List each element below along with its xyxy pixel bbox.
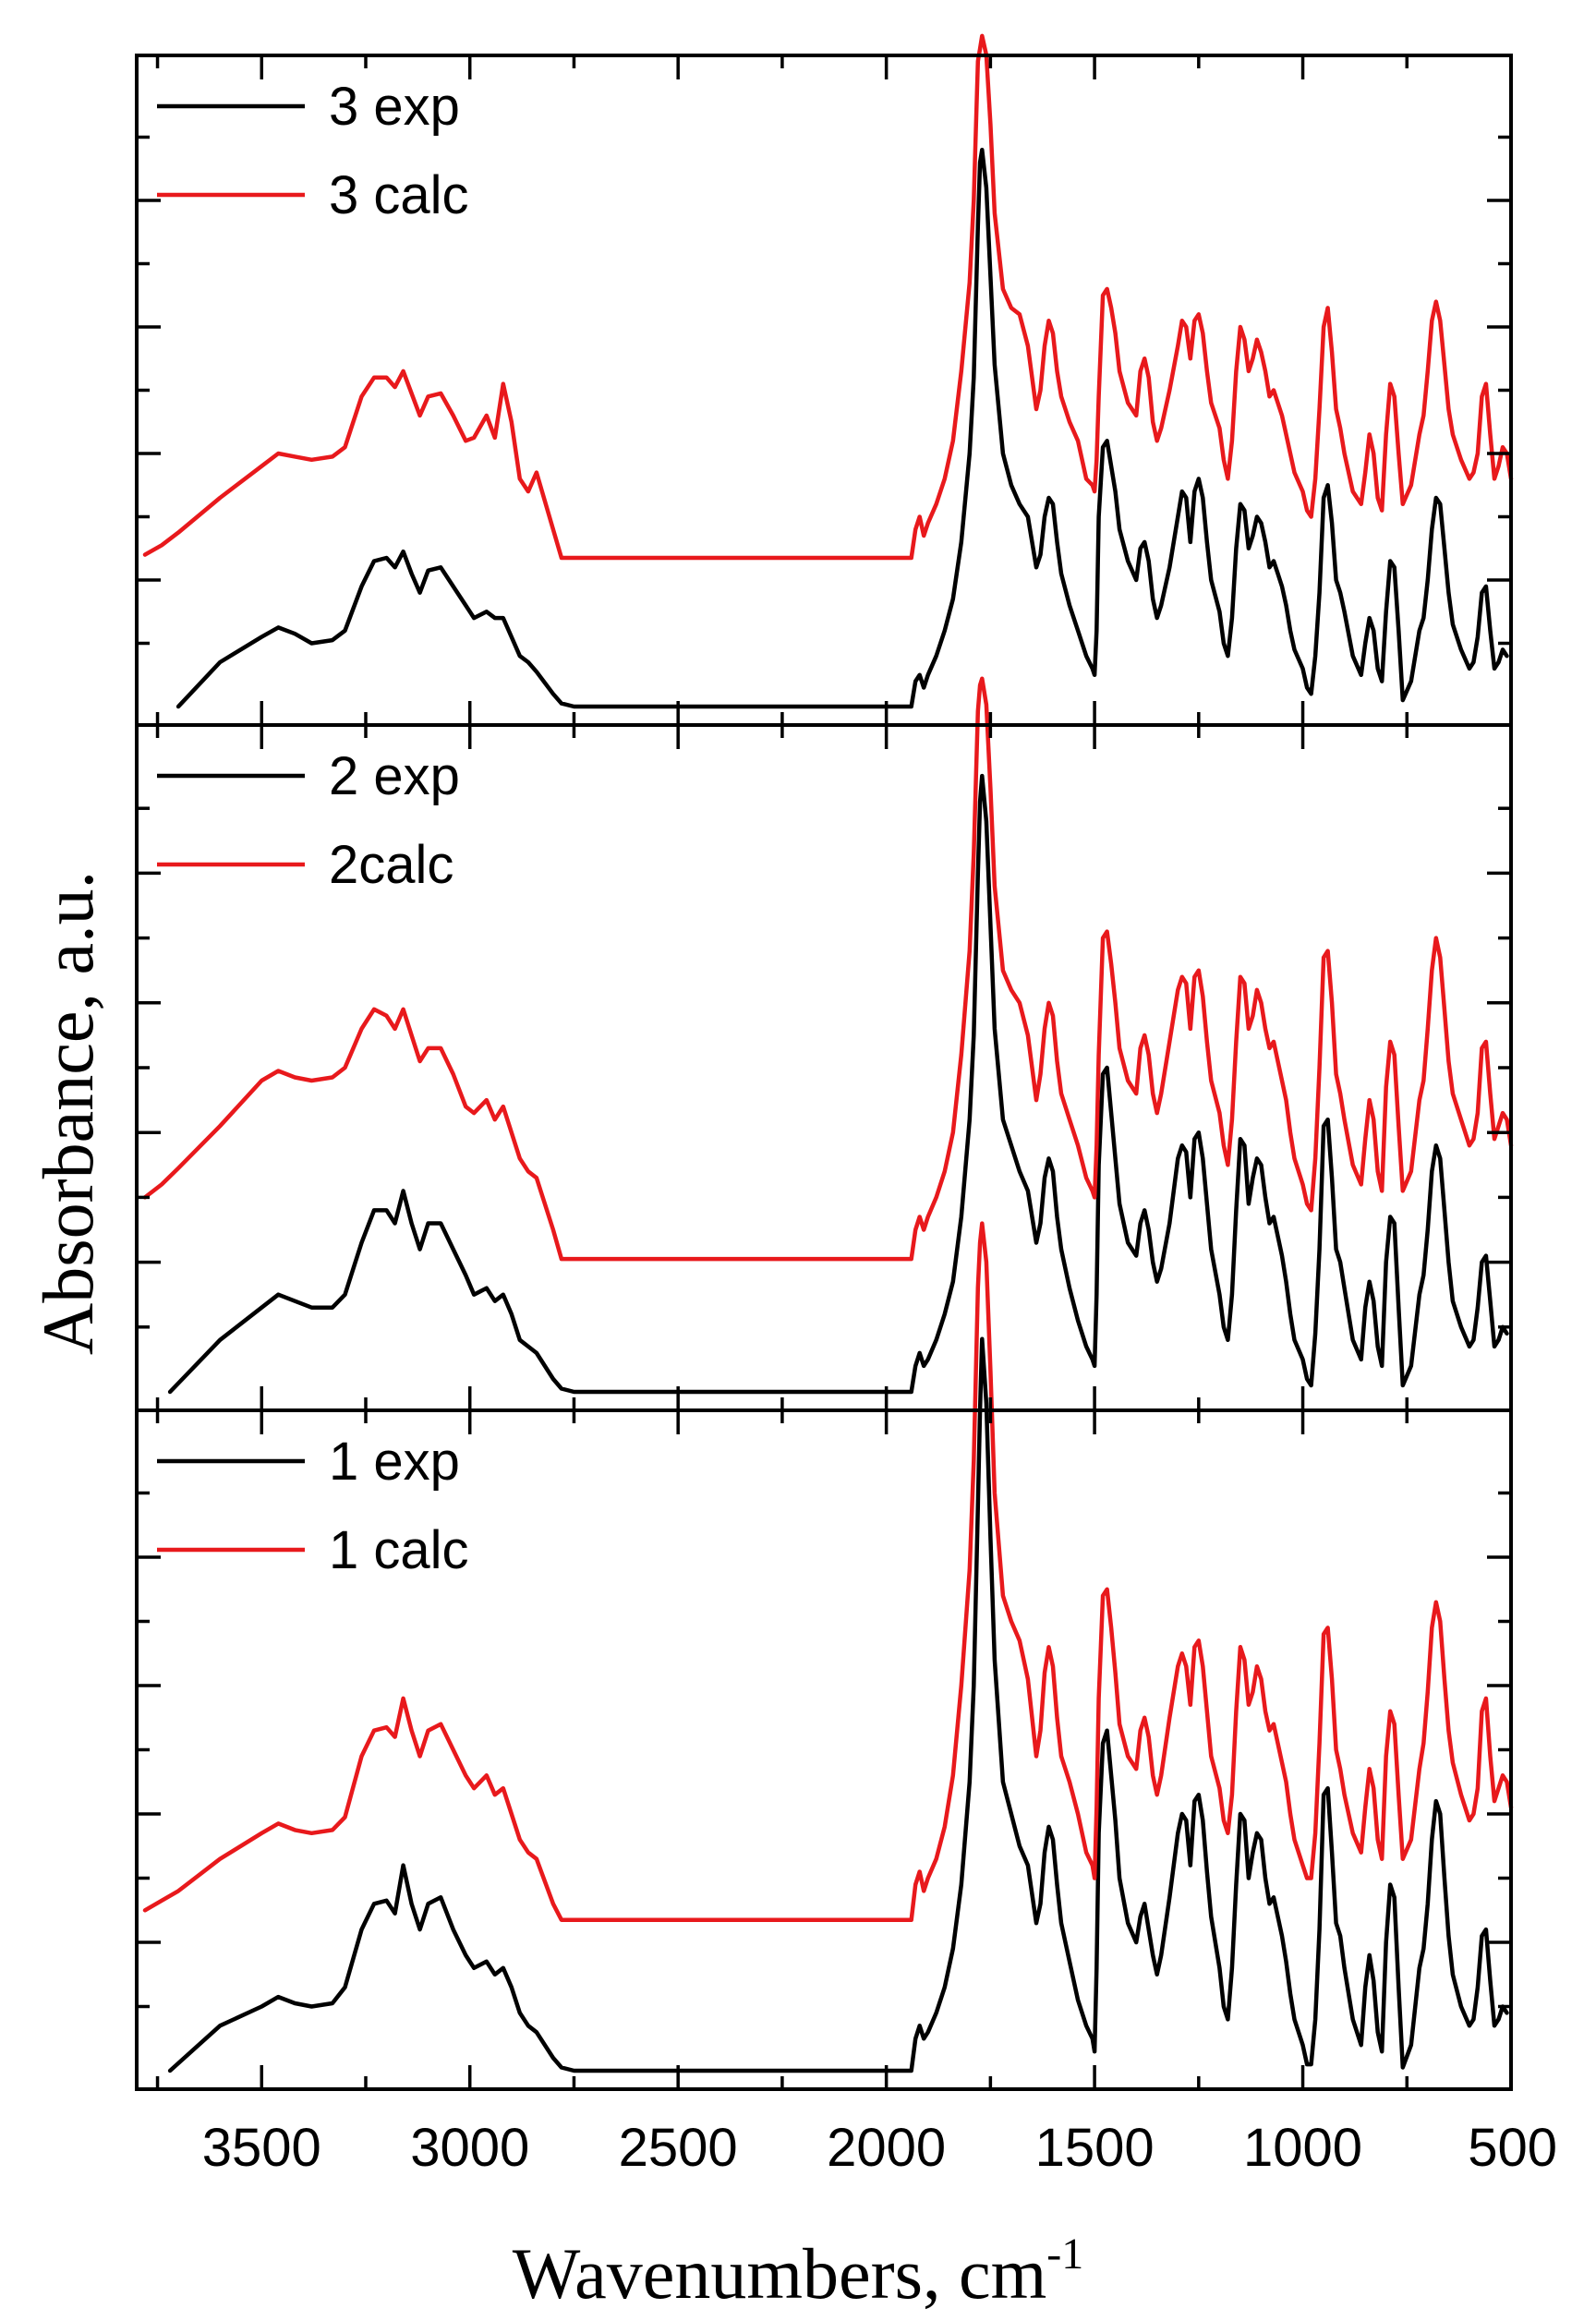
x-axis-title: Wavenumbers, cm: [513, 2233, 1047, 2314]
x-tick-label: 2500: [619, 2118, 738, 2178]
legend-panel-2: 2 exp 2calc: [157, 746, 460, 895]
series-line-1-exp: [167, 1336, 1509, 2073]
x-tick-label: 3500: [202, 2118, 321, 2178]
x-tick-label: 1000: [1243, 2118, 1362, 2178]
legend-label: 1 exp: [329, 1432, 460, 1492]
legend-panel-1: 1 exp 1 calc: [157, 1432, 469, 1580]
legend-label: 3 calc: [329, 165, 469, 225]
series-line-1-calc: [142, 1221, 1514, 1922]
legend-label: 3 exp: [329, 77, 460, 137]
series-line-2calc: [142, 676, 1514, 1262]
x-tick-label: 2000: [827, 2118, 946, 2178]
legend-label: 2 exp: [329, 746, 460, 806]
panel-1: 1 exp 1 calc: [135, 1221, 1514, 2091]
x-tick-label: 3000: [410, 2118, 529, 2178]
legend-label: 1 calc: [329, 1520, 469, 1580]
x-tick-label: 500: [1468, 2118, 1557, 2178]
panel-frame: [135, 54, 1513, 727]
panel-2: 2 exp 2calc: [135, 676, 1514, 1412]
series-line-2-exp: [167, 773, 1509, 1395]
panel-3: 3 exp 3 calc: [135, 33, 1514, 727]
series-line-3-exp: [175, 147, 1509, 709]
series-line-3-calc: [142, 33, 1514, 561]
x-axis-title-superscript: -1: [1046, 2230, 1083, 2279]
x-axis: 3500 3000 2500 2000 1500 1000 500: [155, 55, 1557, 2178]
x-tick-label: 1500: [1035, 2118, 1155, 2178]
x-axis-title-group: Wavenumbers, cm-1: [513, 2230, 1084, 2314]
legend-panel-3: 3 exp 3 calc: [157, 77, 469, 225]
panels-layer: 3 exp 3 calc 2 exp 2calc 1 exp 1 calc: [135, 33, 1514, 2091]
legend-label: 2calc: [329, 835, 453, 895]
y-axis-title: Absorbance, a.u.: [28, 871, 108, 1355]
